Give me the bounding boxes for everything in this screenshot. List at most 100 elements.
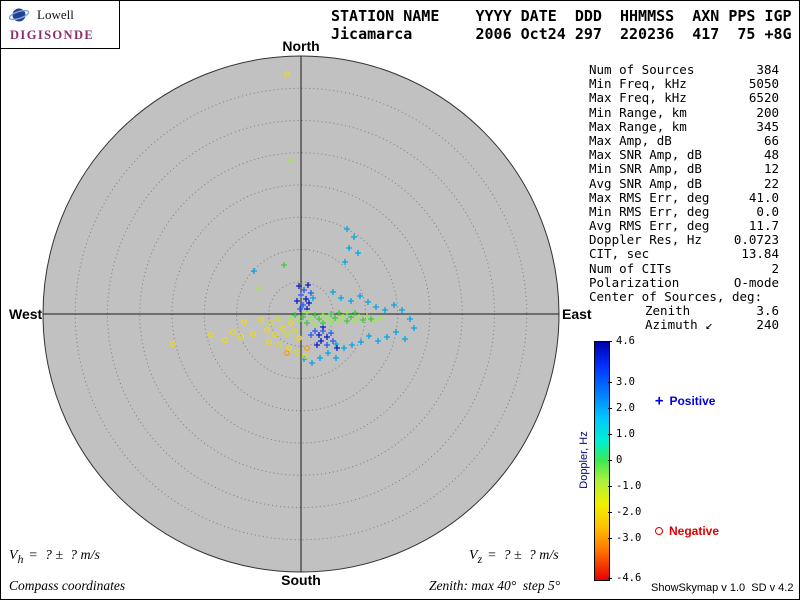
- skymap-point: [366, 333, 372, 339]
- stat-row: Min RMS Err, deg 0.0: [589, 203, 779, 219]
- stat-value: 13.84: [741, 246, 779, 262]
- stat-value: 41.0: [748, 189, 779, 205]
- colorbar-tick-mark: [608, 434, 612, 436]
- skymap-point: [355, 250, 361, 256]
- stat-label: Polarization: [589, 274, 680, 290]
- skymap-point: [333, 355, 339, 361]
- legend-negative-label: Negative: [669, 524, 720, 538]
- stat-value: 345: [756, 118, 779, 134]
- skymap-point: [301, 287, 307, 293]
- colorbar-ticks: 4.6 3.0 2.0 1.0 0 -1.0 -2.0 -3.0 -4.6: [608, 335, 652, 584]
- stat-value: 2: [771, 260, 779, 276]
- stat-row: Max Range, km 345: [589, 118, 779, 134]
- skymap-point: [287, 158, 293, 164]
- skymap-point: [304, 320, 310, 326]
- stat-row: Max SNR Amp, dB 48: [589, 147, 779, 163]
- skymap-point: [320, 320, 326, 326]
- colorbar-tick-mark: [608, 460, 612, 461]
- skymap-point: [372, 318, 378, 324]
- skymap-point: [264, 327, 270, 333]
- stat-value: 5050: [748, 76, 779, 92]
- stat-label: CIT, sec: [589, 246, 650, 262]
- skymap-point: [330, 338, 336, 344]
- stat-value: 6520: [748, 90, 779, 106]
- skymap-point: [280, 325, 286, 331]
- skymap-point: [328, 320, 334, 326]
- skymap-point: [336, 310, 342, 316]
- stat-label: Num of Sources: [589, 62, 695, 77]
- skymap-point: [338, 295, 344, 301]
- skymap-point: [222, 337, 228, 343]
- stat-row: Polarization O-mode: [589, 274, 779, 290]
- skymap-point: [258, 317, 264, 323]
- skymap-point: [375, 338, 381, 344]
- stat-value: 3.6: [756, 303, 779, 319]
- doppler-colorbar: [594, 341, 610, 581]
- stat-row: Min SNR Amp, dB 12: [589, 162, 779, 176]
- skymap-point: [324, 342, 330, 348]
- stat-row: Max RMS Err, deg 41.0: [589, 189, 779, 205]
- skymap-point: [304, 345, 310, 351]
- skymap-plot: [42, 55, 560, 573]
- skymap-point: [310, 295, 316, 301]
- skymap-point: [352, 310, 358, 316]
- skymap-point: [332, 315, 338, 321]
- skymap-point: [230, 329, 236, 335]
- skymap-point: [301, 356, 307, 362]
- compass-label-north: North: [282, 38, 320, 54]
- compass-label-south: South: [281, 572, 321, 588]
- skymap-point: [328, 311, 334, 317]
- skymap-point: [399, 307, 405, 313]
- colorbar-tick-label: 0: [616, 454, 623, 466]
- skymap-point: [358, 339, 364, 345]
- skymap-point: [284, 350, 290, 356]
- skymap-point: [276, 342, 282, 348]
- skymap-point: [300, 314, 306, 320]
- legend-positive-label: Positive: [669, 394, 716, 408]
- logo-product: DIGISONDE: [10, 28, 95, 42]
- stat-label: Min Range, km: [589, 104, 687, 120]
- skymap-point: [255, 286, 261, 292]
- skymap-point: [356, 314, 362, 320]
- stat-label: Doppler Res, Hz: [589, 232, 702, 248]
- stat-label: Max SNR Amp, dB: [589, 147, 702, 163]
- vh-readout: Vh = ? ± ? m/s: [9, 548, 100, 566]
- colorbar-tick-mark: [608, 537, 612, 539]
- skymap-point: [324, 334, 330, 340]
- skymap-point: [348, 298, 354, 304]
- skymap-point: [303, 296, 309, 302]
- skymap-point: [407, 316, 413, 322]
- stat-value: 240: [756, 317, 779, 333]
- stat-label: Azimuth ↙: [645, 317, 713, 333]
- colorbar-tick-mark: [608, 578, 612, 579]
- stat-row: Center of Sources, deg:: [589, 289, 779, 304]
- skymap-point: [402, 336, 408, 342]
- skymap-point: [328, 330, 334, 336]
- skymap-point: [333, 341, 339, 347]
- stat-row: Zenith 3.6: [589, 303, 779, 319]
- legend-positive: + Positive: [655, 394, 715, 408]
- skymap-point: [296, 335, 302, 341]
- stat-row: Num of CITs 2: [589, 260, 779, 276]
- skymap-point: [294, 349, 300, 355]
- skymap-point: [365, 299, 371, 305]
- stat-value: 0.0: [756, 203, 779, 219]
- skymap-point: [341, 345, 347, 351]
- stat-row: CIT, sec 13.84: [589, 247, 779, 261]
- colorbar-tick-label: -3.0: [616, 531, 642, 544]
- skymap-point: [208, 332, 214, 338]
- skymap-point: [308, 290, 314, 296]
- skymap-point: [312, 312, 318, 318]
- skymap-point: [330, 289, 336, 295]
- skymap-point: [364, 313, 370, 319]
- skymap-point: [286, 345, 292, 351]
- skymap-point: [316, 332, 322, 338]
- skymap-point: [384, 334, 390, 340]
- skymap-point: [344, 310, 350, 316]
- skymap-point: [352, 317, 358, 323]
- skymap-point: [241, 319, 247, 325]
- skymap-point: [238, 334, 244, 340]
- skymap-point: [344, 318, 350, 324]
- skymap-point: [342, 259, 348, 265]
